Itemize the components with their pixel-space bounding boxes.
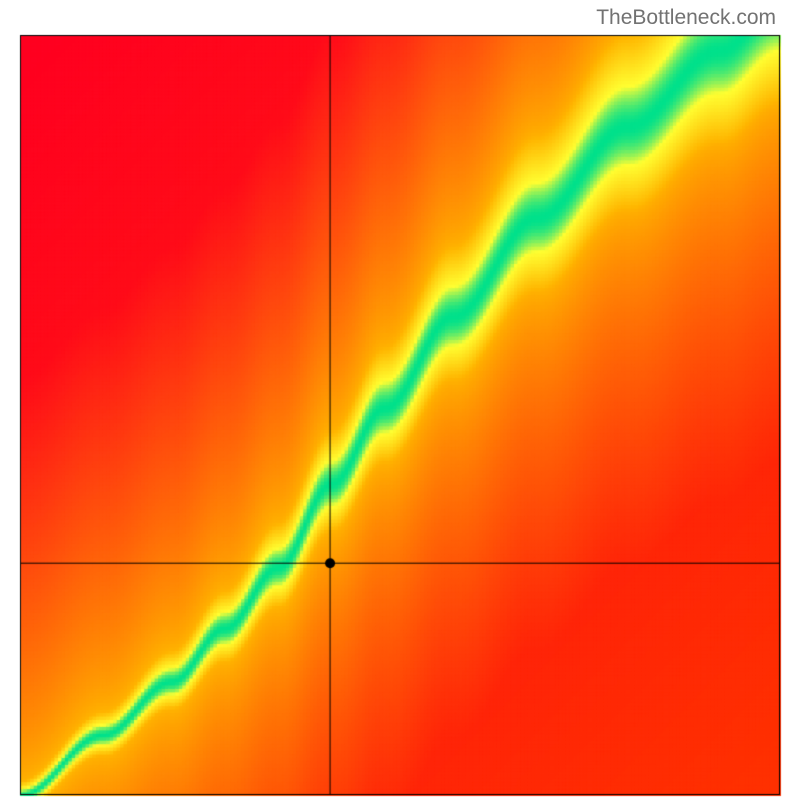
bottleneck-heatmap <box>0 0 800 800</box>
watermark-text: TheBottleneck.com <box>596 6 776 30</box>
